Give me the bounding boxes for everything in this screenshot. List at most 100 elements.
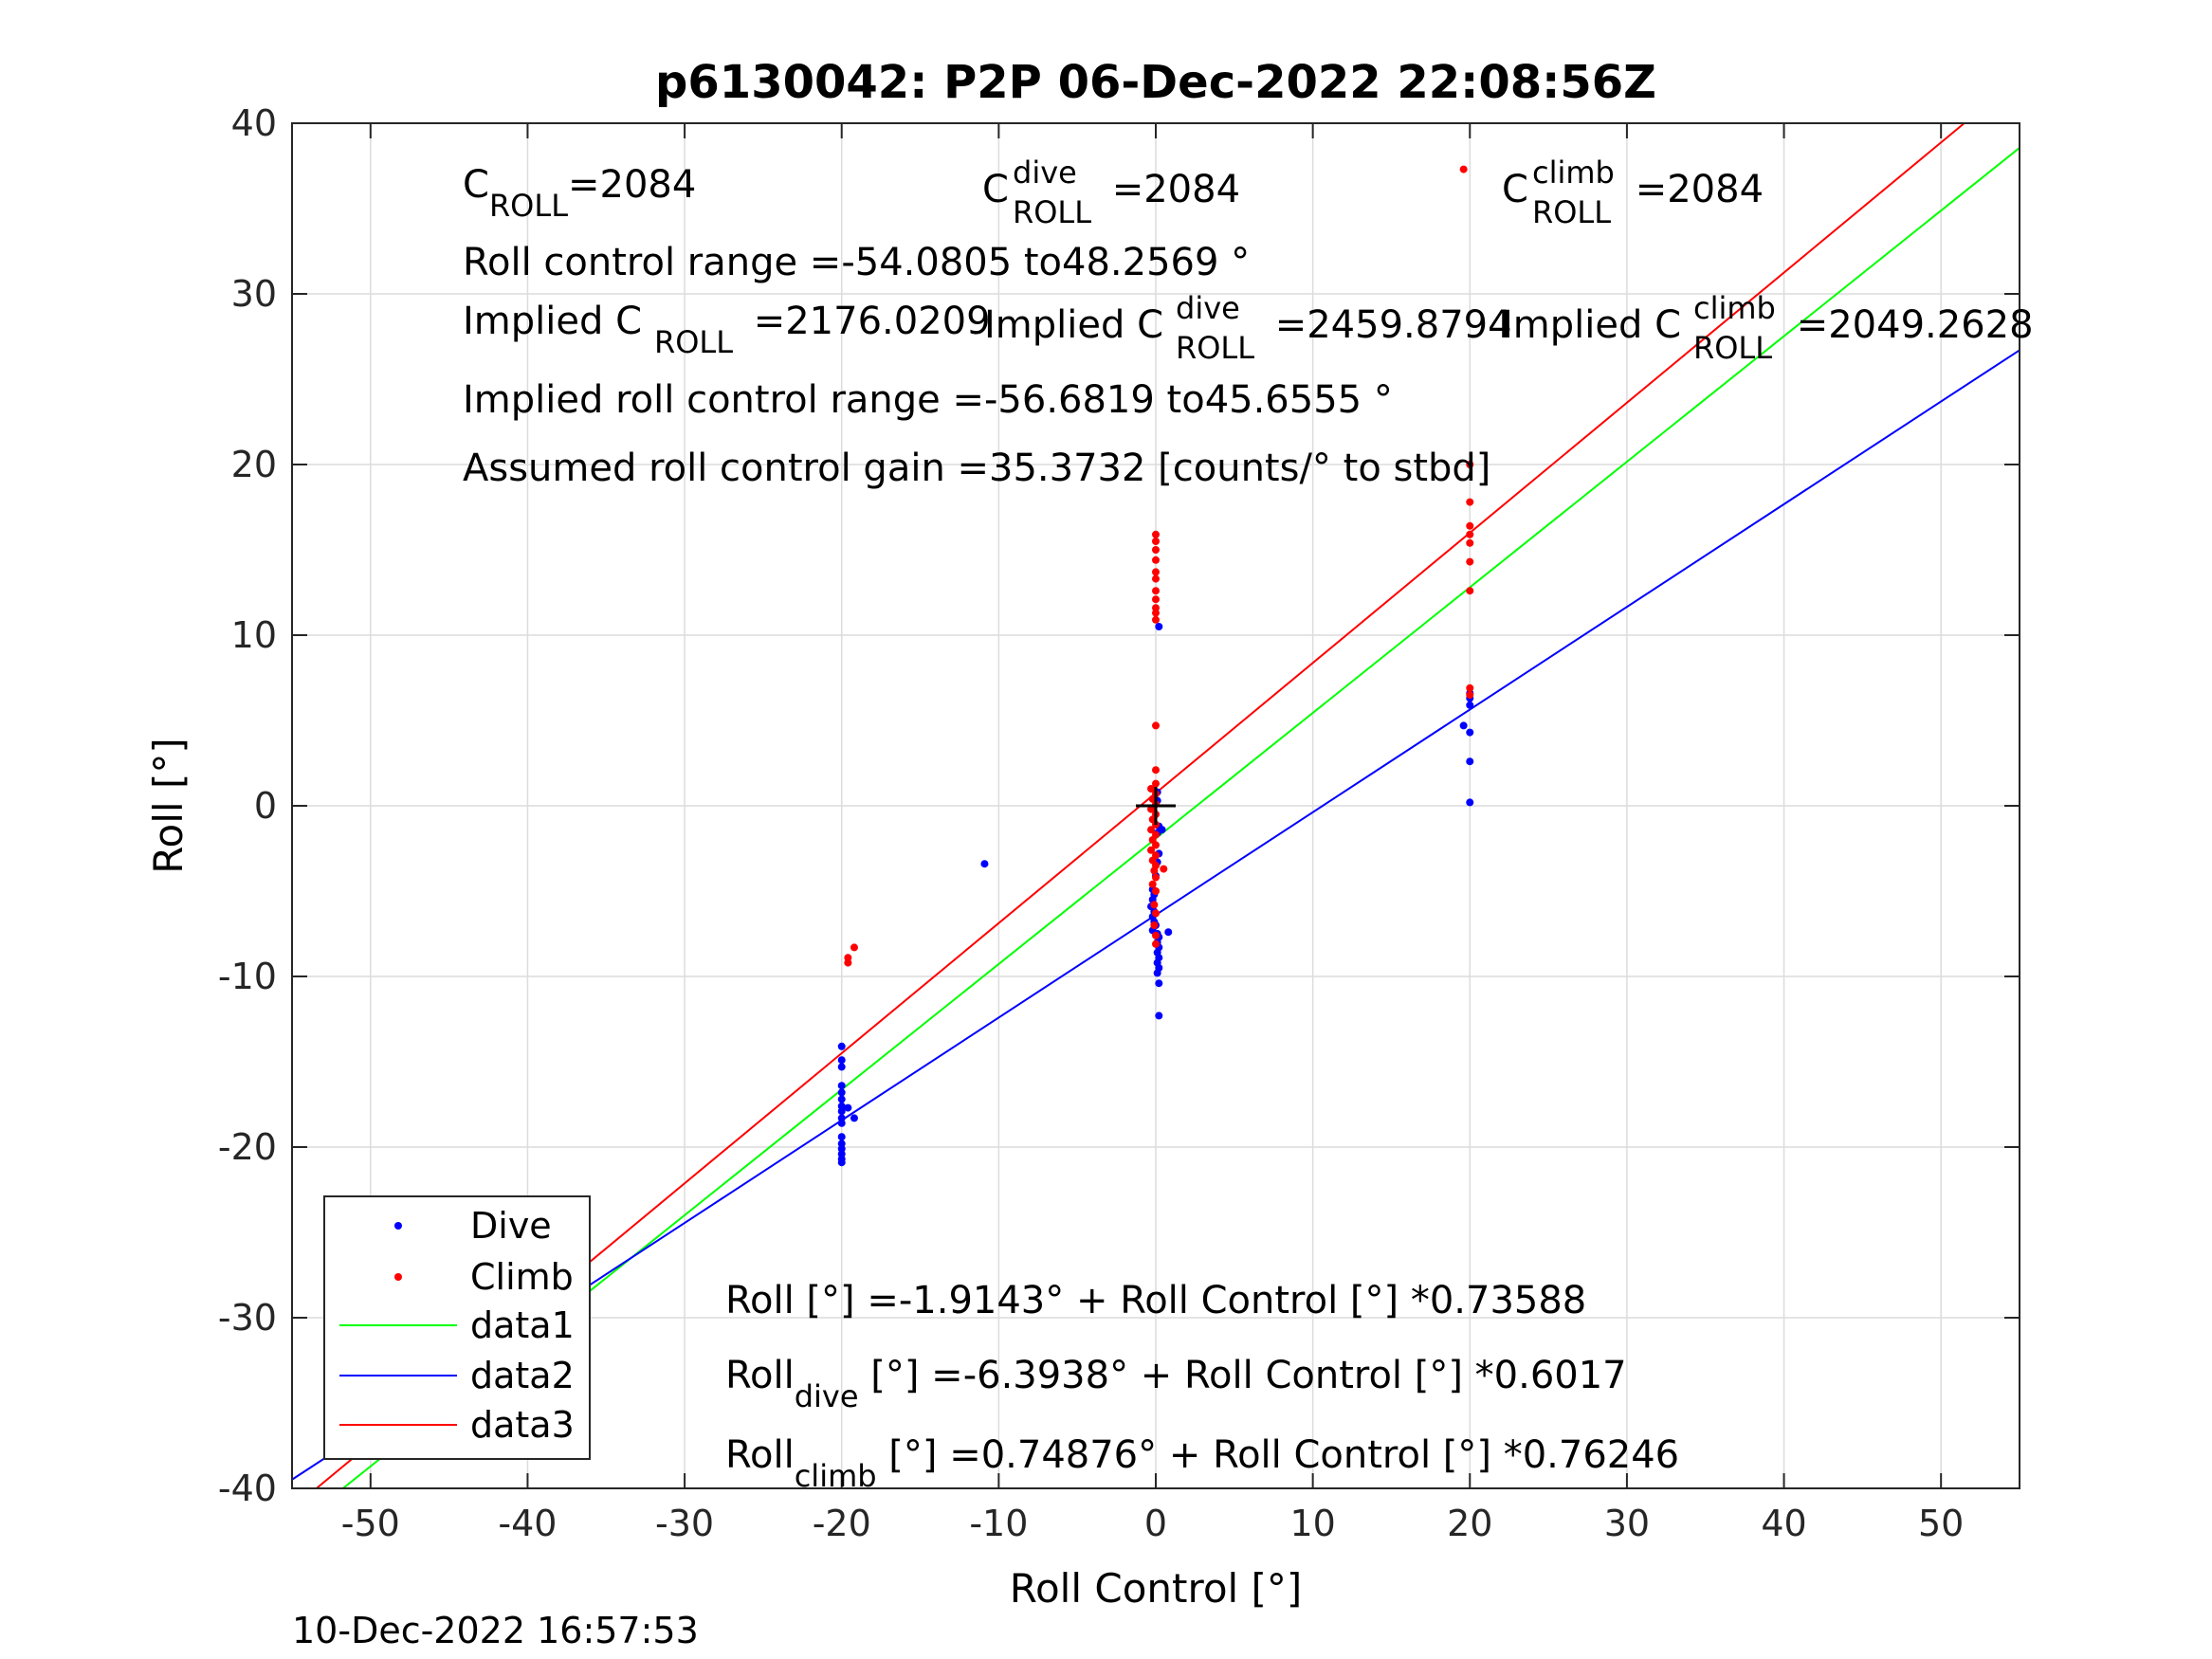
point-climb (1152, 939, 1160, 948)
data-points (837, 165, 1474, 1167)
annotation-gain: Assumed roll control gain =35.3732 [coun… (463, 447, 1490, 490)
point-climb (1152, 931, 1160, 939)
annotation-c-roll: CROLL=2084 (463, 163, 696, 224)
point-climb (1160, 865, 1168, 873)
x-tick-label: -30 (655, 1503, 714, 1544)
x-tick-label: 30 (1604, 1503, 1650, 1544)
point-climb (1147, 846, 1156, 854)
point-dive (837, 1042, 846, 1050)
point-dive (837, 1063, 846, 1071)
point-climb (1152, 546, 1160, 554)
x-axis-label: Roll Control [°] (1010, 1565, 1303, 1612)
point-climb (1152, 595, 1160, 604)
x-tick-label: -40 (498, 1503, 557, 1544)
plot-content (291, 122, 2020, 1489)
origin-cross-marker (1136, 787, 1176, 825)
point-dive (1459, 721, 1468, 730)
point-dive (837, 1107, 846, 1116)
point-climb (1466, 538, 1474, 547)
point-climb (1147, 826, 1156, 834)
point-climb (1466, 587, 1474, 595)
point-climb (1466, 691, 1474, 699)
annotation-range: Roll control range =-54.0805 to48.2569 ° (463, 241, 1250, 284)
legend-label-climb: Climb (470, 1256, 574, 1298)
axis-ticks (292, 122, 2020, 1489)
point-dive (1466, 757, 1474, 766)
point-climb (1152, 556, 1160, 564)
chart-title: p6130042: P2P 06-Dec-2022 22:08:56Z (655, 56, 1656, 109)
point-climb (1466, 521, 1474, 530)
y-tick-label: 40 (231, 102, 277, 144)
x-tick-label: 10 (1289, 1503, 1335, 1544)
point-climb (1152, 587, 1160, 595)
point-climb (1466, 461, 1474, 468)
x-tick-label: 50 (1918, 1503, 1964, 1544)
equation-dive: Rolldive [°] =-6.3938° + Roll Control [°… (725, 1354, 1627, 1414)
point-climb (1152, 766, 1160, 775)
point-climb (1152, 530, 1160, 538)
equation-climb: Rollclimb [°] =0.74876° + Roll Control [… (725, 1433, 1679, 1494)
legend-label-data3: data3 (470, 1404, 575, 1446)
x-tick-label: 20 (1447, 1503, 1492, 1544)
point-dive (1155, 623, 1163, 630)
x-tick-label: 40 (1761, 1503, 1806, 1544)
point-climb (1152, 615, 1160, 624)
point-climb (1459, 165, 1468, 173)
y-tick-label: -20 (218, 1126, 277, 1168)
point-climb (1150, 921, 1159, 929)
point-climb (1147, 805, 1156, 813)
point-climb (1466, 530, 1474, 538)
y-tick-label: -30 (218, 1297, 277, 1339)
point-dive (837, 1056, 846, 1065)
legend-marker-climb (394, 1273, 402, 1281)
point-climb (1150, 901, 1159, 909)
equation-all: Roll [°] =-1.9143° + Roll Control [°] *0… (725, 1279, 1586, 1322)
point-dive (1155, 1012, 1163, 1020)
point-dive (1466, 728, 1474, 737)
point-dive (1466, 798, 1474, 807)
y-tick-label: 0 (254, 785, 277, 827)
point-dive (837, 1158, 846, 1167)
legend-label-data1: data1 (470, 1304, 575, 1346)
point-dive (1153, 969, 1161, 977)
point-dive (1164, 928, 1173, 937)
timestamp-label: 10-Dec-2022 16:57:53 (292, 1610, 699, 1651)
legend-box (323, 1195, 591, 1460)
point-dive (837, 1119, 846, 1127)
point-climb (1148, 880, 1157, 888)
point-climb (1152, 887, 1160, 895)
point-climb (1466, 684, 1474, 692)
legend-marker-dive (394, 1222, 402, 1230)
point-dive (837, 1088, 846, 1097)
tick-labels: -50 -40 -30 -20 -10 0 10 20 30 40 50 -40 -30 -20 -10 0 1… (218, 102, 1964, 1544)
annotation-implied-range: Implied roll control range =-56.6819 to4… (463, 378, 1393, 422)
x-tick-label: -20 (813, 1503, 871, 1544)
point-dive (837, 1095, 846, 1103)
y-tick-label: -40 (218, 1468, 277, 1509)
point-dive (850, 1114, 858, 1122)
point-climb (1466, 557, 1474, 566)
point-climb (1466, 498, 1474, 506)
point-climb (1152, 779, 1160, 788)
point-climb (1152, 909, 1160, 918)
y-tick-label: 30 (231, 273, 277, 315)
y-axis-label: Roll [°] (145, 738, 192, 873)
y-tick-label: 10 (231, 614, 277, 656)
point-climb (1152, 609, 1160, 617)
point-climb (1152, 574, 1160, 583)
point-dive (1466, 701, 1474, 709)
point-climb (1150, 866, 1159, 875)
point-climb (850, 943, 858, 952)
point-climb (1152, 568, 1160, 576)
annotation-implied-c-roll: Implied C ROLL =2176.0209 (463, 300, 991, 360)
point-dive (980, 860, 989, 868)
point-climb (1152, 873, 1160, 882)
x-tick-label: -50 (341, 1503, 400, 1544)
x-tick-label: -10 (969, 1503, 1028, 1544)
x-tick-label: 0 (1144, 1503, 1167, 1544)
